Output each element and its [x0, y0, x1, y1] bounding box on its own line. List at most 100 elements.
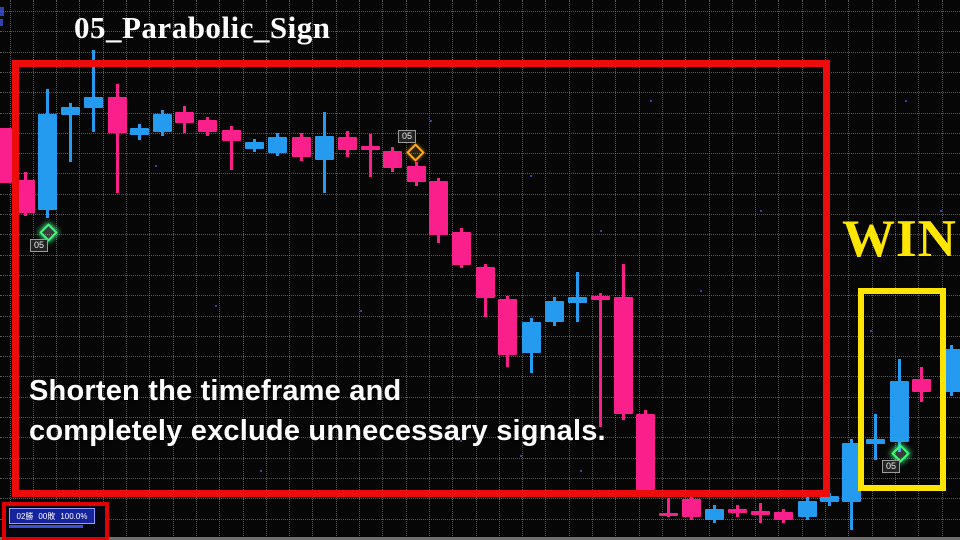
- grid-line-vertical: [289, 0, 291, 540]
- grid-line-horizontal: [0, 214, 960, 215]
- background-speckle: [870, 330, 872, 332]
- grid-line-horizontal: [0, 31, 960, 33]
- grid-line-vertical: [149, 0, 151, 540]
- signal-label: 05: [30, 239, 49, 252]
- grid-line-vertical: [335, 0, 337, 540]
- grid-line-horizontal: [0, 376, 960, 378]
- win-rate-value: 100.0%: [60, 511, 88, 521]
- candle-body: [37, 114, 57, 210]
- grid-line-horizontal: [0, 457, 960, 459]
- grid-line-vertical: [172, 0, 174, 540]
- grid-line-vertical: [9, 0, 11, 540]
- page-title: 05_Parabolic_Sign: [74, 10, 331, 45]
- grid-line-vertical: [708, 0, 710, 540]
- win-annotation: WIN: [842, 210, 957, 268]
- candle-body: [941, 349, 960, 392]
- bottom-edge-strip: [0, 537, 960, 540]
- grid-line-horizontal: [0, 92, 960, 94]
- grid-line-horizontal: [0, 518, 960, 520]
- candle-wick: [91, 50, 95, 132]
- grid-line-vertical: [498, 0, 500, 540]
- background-speckle: [905, 100, 907, 102]
- candle-body: [750, 511, 770, 515]
- grid-line-horizontal: [0, 11, 960, 12]
- candle-body: [590, 296, 610, 300]
- background-speckle: [260, 470, 262, 472]
- grid-line-horizontal: [0, 417, 960, 418]
- grid-line-horizontal: [0, 234, 960, 236]
- clipped-candle-fragment: [0, 19, 3, 26]
- candle-wick: [598, 293, 602, 427]
- grid-line-vertical: [685, 0, 687, 540]
- grid-line-vertical: [102, 0, 104, 540]
- candle-body: [475, 267, 495, 298]
- grid-line-horizontal: [0, 132, 960, 134]
- grid-line-horizontal: [0, 498, 960, 500]
- win-rate-panel: 02勝 00敗 100.0%: [2, 502, 109, 540]
- grid-line-vertical: [778, 0, 780, 540]
- candle-body: [911, 379, 931, 392]
- grid-line-vertical: [382, 0, 384, 540]
- candle-body: [704, 509, 724, 520]
- candle-wick: [229, 126, 233, 170]
- candle-body: [15, 180, 35, 213]
- candle-body: [521, 322, 541, 353]
- grid-line-vertical: [312, 0, 314, 540]
- grid-line-vertical: [522, 0, 524, 540]
- caption-line-2: completely exclude unnecessary signals.: [29, 415, 606, 447]
- candle-body: [451, 232, 471, 265]
- background-speckle: [360, 310, 362, 312]
- candle-body: [107, 97, 127, 133]
- grid-line-horizontal: [0, 335, 960, 337]
- grid-line-vertical: [731, 0, 733, 540]
- win-rate-progress: [9, 525, 83, 528]
- grid-line-vertical: [848, 0, 850, 540]
- grid-line-vertical: [219, 0, 221, 540]
- grid-line-vertical: [405, 0, 407, 540]
- candle-body: [613, 297, 633, 414]
- grid-line-vertical: [195, 0, 197, 540]
- clipped-candle-fragment: [0, 7, 4, 16]
- candle-body: [174, 112, 194, 123]
- grid-line-vertical: [428, 0, 430, 540]
- candle-body: [382, 151, 402, 168]
- grid-line-horizontal: [0, 173, 960, 175]
- background-speckle: [530, 175, 532, 177]
- candle-body: [797, 501, 817, 517]
- signal-label: 05: [398, 130, 417, 143]
- candle-body: [83, 97, 103, 108]
- candle-body: [658, 513, 678, 516]
- background-speckle: [460, 440, 462, 442]
- candle-body: [865, 439, 885, 444]
- grid-line-horizontal: [0, 193, 960, 195]
- grid-line-vertical: [359, 0, 360, 540]
- grid-line-vertical: [545, 0, 547, 540]
- background-speckle: [940, 210, 942, 212]
- win-rate-bar: 02勝 00敗 100.0%: [9, 508, 95, 524]
- grid-line-horizontal: [0, 315, 960, 317]
- candle-body: [60, 107, 80, 115]
- grid-line-horizontal: [0, 71, 960, 73]
- signal-label: 05: [882, 460, 901, 473]
- candle-wick: [666, 498, 670, 517]
- caption-text: Shorten the timeframe and completely exc…: [29, 371, 606, 451]
- candle-body: [819, 496, 839, 502]
- grid-line-horizontal: [0, 254, 960, 256]
- candle-body: [337, 137, 357, 150]
- grid-line-horizontal: [0, 51, 960, 53]
- candle-body: [360, 146, 380, 150]
- grid-line-vertical: [894, 0, 896, 540]
- losses-count: 00敗: [38, 511, 56, 521]
- grid-line-vertical: [918, 0, 920, 540]
- grid-line-vertical: [126, 0, 127, 540]
- grid-line-vertical: [592, 0, 593, 540]
- grid-line-vertical: [242, 0, 244, 540]
- grid-line-horizontal: [0, 153, 960, 155]
- highlight-box-win-trade-region: [858, 288, 946, 491]
- grid-line-horizontal: [0, 356, 960, 358]
- background-speckle: [580, 470, 582, 472]
- background-speckle: [215, 305, 217, 307]
- candle-body: [267, 137, 287, 153]
- candle-body: [314, 136, 334, 160]
